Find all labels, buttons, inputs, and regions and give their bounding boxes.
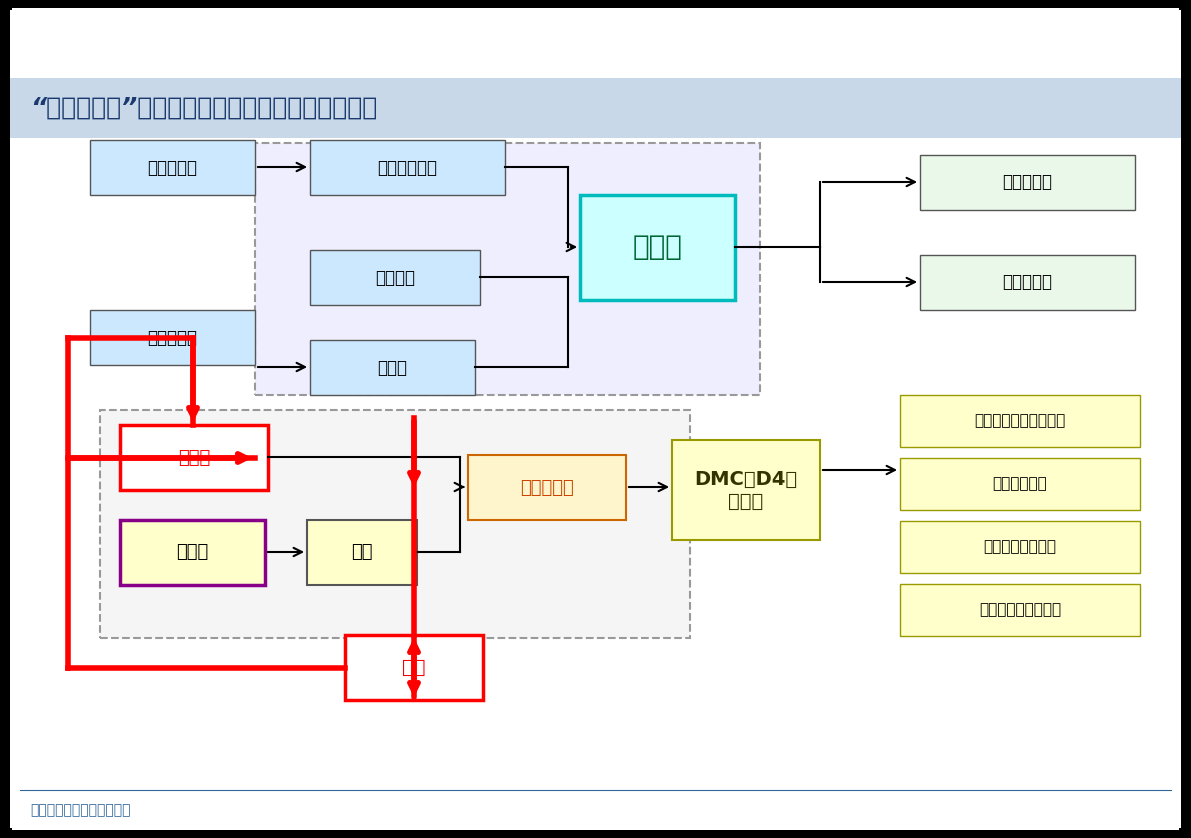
Bar: [468, 455, 626, 520]
Bar: [919, 255, 1135, 310]
Text: 硅橡胶：室温和高温胶: 硅橡胶：室温和高温胶: [974, 413, 1066, 428]
Text: 氯乙酸、氯: 氯乙酸、氯: [148, 328, 198, 346]
Bar: [672, 440, 819, 540]
Text: 硅矿石: 硅矿石: [176, 544, 208, 561]
Text: 氯甲烷: 氯甲烷: [177, 448, 210, 467]
Text: 来源：公司资料，浙商研究: 来源：公司资料，浙商研究: [30, 803, 131, 817]
Bar: [900, 521, 1140, 573]
Bar: [900, 584, 1140, 636]
Bar: [100, 410, 690, 638]
Bar: [91, 310, 255, 365]
Text: 有机硅单体: 有机硅单体: [520, 478, 574, 496]
Bar: [307, 520, 417, 585]
Text: 亚磷酸二甲酯: 亚磷酸二甲酯: [378, 158, 437, 177]
Bar: [120, 425, 268, 490]
Text: 盐酸: 盐酸: [403, 658, 425, 677]
Text: 草甘膦粉剂: 草甘膦粉剂: [1003, 173, 1053, 192]
Bar: [900, 395, 1140, 447]
Bar: [345, 635, 484, 700]
Text: 草甘膦水剂: 草甘膦水剂: [1003, 273, 1053, 292]
Bar: [310, 140, 505, 195]
Text: DMC、D4等
中间体: DMC、D4等 中间体: [694, 469, 798, 510]
Text: 多聚甲醛: 多聚甲醛: [375, 268, 414, 287]
Text: 硅油：洗发水: 硅油：洗发水: [992, 477, 1047, 492]
Text: 黄磷、液氯: 黄磷、液氯: [148, 158, 198, 177]
Text: 硅烷偶联剂：添加剂: 硅烷偶联剂：添加剂: [979, 603, 1061, 618]
Bar: [10, 78, 1181, 138]
Bar: [255, 143, 760, 395]
Text: 硅树脂：高级塑料: 硅树脂：高级塑料: [984, 540, 1056, 555]
Text: 硅粉: 硅粉: [351, 544, 373, 561]
Bar: [310, 250, 480, 305]
Bar: [310, 340, 475, 395]
Bar: [919, 155, 1135, 210]
Text: 草甘膦: 草甘膦: [632, 234, 682, 261]
Text: 甘氨酸: 甘氨酸: [378, 359, 407, 376]
Bar: [580, 195, 735, 300]
Text: “氯元素循环”构建公司草甘膚和有机硯两大产业链: “氯元素循环”构建公司草甘膚和有机硯两大产业链: [30, 96, 378, 120]
Bar: [91, 140, 255, 195]
Bar: [120, 520, 266, 585]
Bar: [900, 458, 1140, 510]
